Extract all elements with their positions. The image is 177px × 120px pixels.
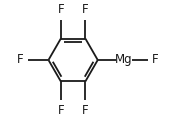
Text: Mg: Mg [115, 54, 133, 66]
Text: F: F [82, 105, 89, 117]
Text: F: F [16, 54, 23, 66]
Text: F: F [58, 3, 64, 15]
Text: F: F [152, 54, 158, 66]
Text: F: F [58, 105, 64, 117]
Text: F: F [82, 3, 89, 15]
